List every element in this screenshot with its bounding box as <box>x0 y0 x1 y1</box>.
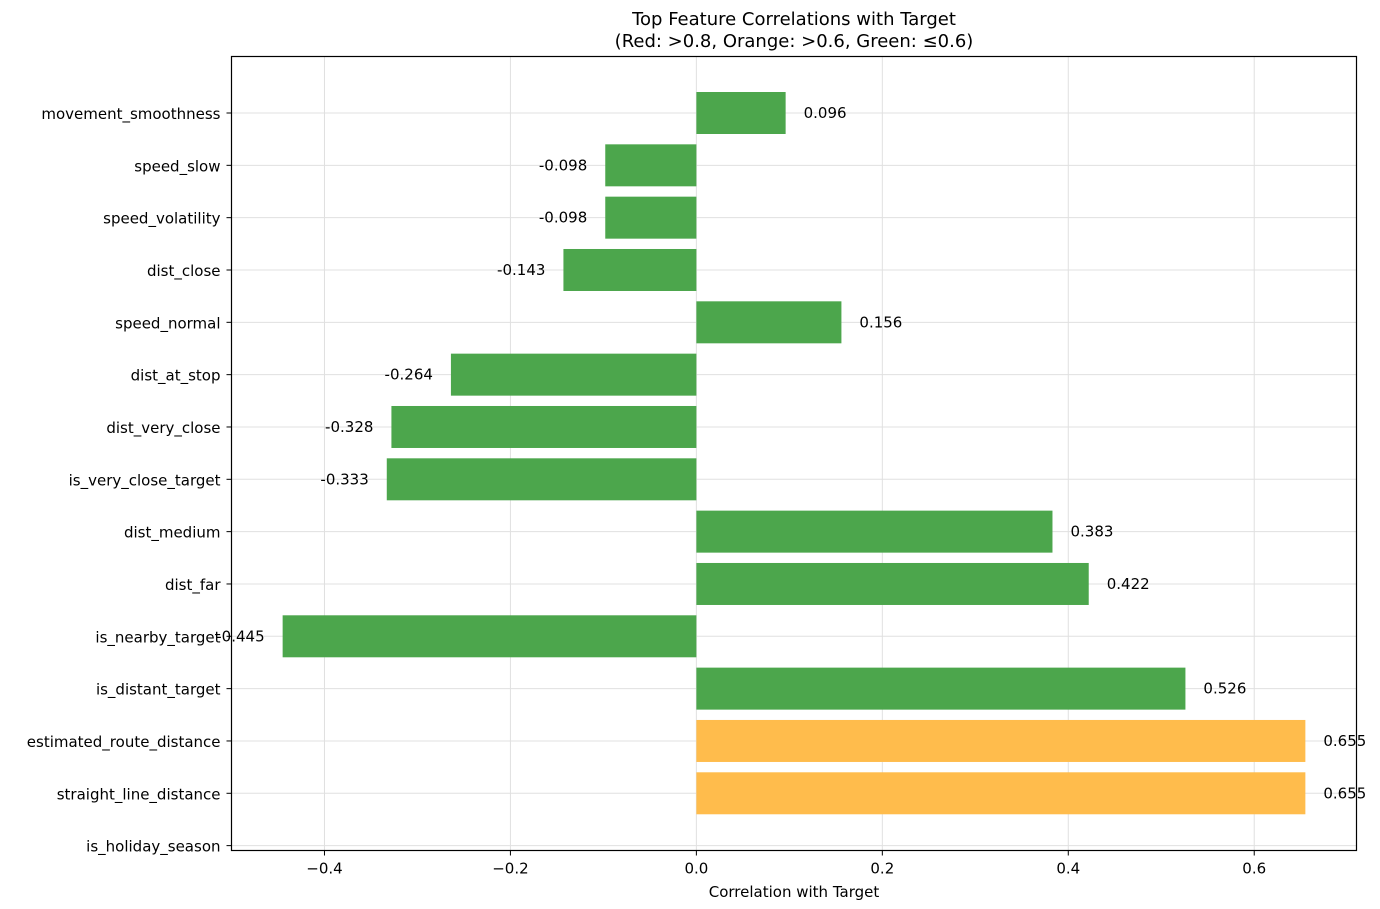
bar <box>696 772 1306 815</box>
chart-title: Top Feature Correlations with Target <box>631 9 956 30</box>
bar-value-label: 0.655 <box>1323 784 1366 802</box>
y-tick-label: straight_line_distance <box>57 785 221 804</box>
bar <box>696 510 1053 553</box>
bar-value-label: -0.333 <box>320 470 368 488</box>
bar <box>563 248 697 291</box>
bar <box>605 196 697 239</box>
x-tick-label: −0.2 <box>492 860 528 878</box>
bar <box>386 458 697 501</box>
bar-value-label: 0.156 <box>859 313 902 331</box>
x-tick-label: 0.6 <box>1242 860 1266 878</box>
bars <box>282 92 1306 815</box>
y-tick-label: is_distant_target <box>96 681 221 700</box>
chart-subtitle: (Red: >0.8, Orange: >0.6, Green: ≤0.6) <box>615 31 974 52</box>
bar-value-label: -0.098 <box>539 209 587 227</box>
y-tick-label: dist_at_stop <box>131 367 221 386</box>
bar <box>282 615 697 658</box>
y-tick-label: dist_medium <box>124 524 221 543</box>
bar <box>696 719 1306 762</box>
y-tick-label: speed_normal <box>115 314 220 333</box>
y-tick-label: estimated_route_distance <box>27 733 221 752</box>
x-tick-label: 0.0 <box>684 860 708 878</box>
bar <box>696 667 1186 710</box>
y-tick-label: speed_slow <box>134 157 220 176</box>
bar <box>696 562 1089 605</box>
y-tick-label: dist_very_close <box>106 419 220 438</box>
bar-value-label: 0.655 <box>1323 732 1366 750</box>
bar <box>450 353 697 396</box>
value-labels: 0.096 -0.098 -0.098 -0.143 0.156 -0.264 -0.328… <box>216 104 1366 802</box>
y-tick-label: is_holiday_season <box>86 838 220 857</box>
bar-value-label: 0.422 <box>1107 575 1150 593</box>
y-axis: movement_smoothness speed_slow speed_volat… <box>27 105 232 857</box>
y-tick-label: dist_close <box>147 262 221 281</box>
bar <box>696 301 842 344</box>
y-tick-label: is_very_close_target <box>69 471 221 490</box>
bar-value-label: 0.383 <box>1070 523 1113 541</box>
bar-value-label: -0.328 <box>325 418 373 436</box>
bar-value-label: -0.445 <box>216 627 264 645</box>
bar-value-label: 0.526 <box>1203 680 1246 698</box>
y-tick-label: speed_volatility <box>103 210 220 229</box>
y-tick-label: dist_far <box>165 576 221 595</box>
x-tick-label: 0.4 <box>1056 860 1080 878</box>
bar <box>605 144 697 187</box>
x-tick-label: −0.4 <box>306 860 342 878</box>
bar-value-label: -0.264 <box>385 366 433 384</box>
x-axis-label: Correlation with Target <box>709 883 880 901</box>
bar-value-label: -0.098 <box>539 156 587 174</box>
x-axis: −0.4 −0.2 0.0 0.2 0.4 0.6 <box>306 850 1266 878</box>
y-tick-label: is_nearby_target <box>95 628 220 647</box>
bar-value-label: 0.096 <box>804 104 847 122</box>
y-tick-label: movement_smoothness <box>41 105 220 124</box>
bar <box>391 405 697 448</box>
x-tick-label: 0.2 <box>870 860 894 878</box>
plot-area-frame <box>230 55 1358 852</box>
bar <box>696 92 786 134</box>
bar-value-label: -0.143 <box>497 261 545 279</box>
